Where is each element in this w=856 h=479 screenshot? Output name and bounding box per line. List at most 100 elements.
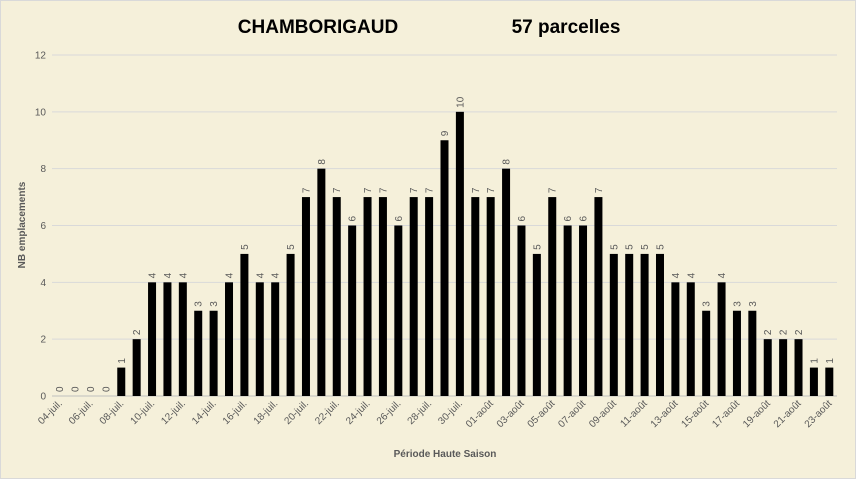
- y-axis-title: NB emplacements: [17, 181, 28, 268]
- x-tick-label: 22-juil.: [313, 398, 342, 427]
- bar: [548, 197, 557, 396]
- data-label: 0: [101, 386, 112, 392]
- data-label: 3: [209, 301, 220, 307]
- data-label: 7: [409, 187, 420, 193]
- data-label: 9: [440, 130, 451, 136]
- data-label: 7: [548, 187, 559, 193]
- bar: [517, 225, 526, 396]
- bar: [655, 253, 664, 396]
- data-label: 4: [178, 272, 189, 278]
- data-label: 6: [579, 216, 590, 222]
- bar: [502, 168, 511, 396]
- bar: [486, 197, 495, 396]
- bar: [286, 253, 295, 396]
- y-tick-label: 0: [40, 392, 46, 403]
- data-label: 7: [594, 187, 605, 193]
- bar: [209, 310, 218, 396]
- bar: [194, 310, 203, 396]
- data-label: 8: [502, 159, 513, 165]
- data-label: 5: [625, 244, 636, 250]
- x-tick-label: 01-août: [464, 398, 496, 430]
- bar: [409, 197, 418, 396]
- data-label: 7: [378, 187, 389, 193]
- x-tick-label: 03-août: [495, 398, 527, 430]
- x-axis-title: Période Haute Saison: [394, 449, 497, 460]
- data-label: 7: [471, 187, 482, 193]
- bar: [271, 282, 280, 396]
- data-label: 5: [640, 244, 651, 250]
- data-label: 7: [363, 187, 374, 193]
- data-label: 10: [455, 96, 466, 108]
- x-tick-label: 06-juil.: [67, 398, 96, 427]
- x-tick-label: 20-juil.: [282, 398, 311, 427]
- data-label: 7: [332, 187, 343, 193]
- data-label: 7: [301, 187, 312, 193]
- y-tick-label: 8: [40, 164, 46, 175]
- bar: [809, 367, 818, 396]
- bar: [779, 339, 788, 396]
- x-tick-label: 14-juil.: [190, 398, 219, 427]
- data-label: 0: [55, 386, 66, 392]
- bar: [363, 197, 372, 396]
- data-label: 5: [286, 244, 297, 250]
- data-label: 6: [517, 216, 528, 222]
- data-label: 5: [240, 244, 251, 250]
- x-tick-label: 11-août: [618, 398, 649, 429]
- y-tick-label: 2: [40, 335, 46, 346]
- data-label: 4: [717, 272, 728, 278]
- bar: [378, 197, 387, 396]
- data-label: 5: [532, 244, 543, 250]
- bar: [594, 197, 603, 396]
- data-label: 6: [348, 216, 359, 222]
- x-tick-label: 18-juil.: [252, 398, 281, 427]
- bar: [702, 310, 711, 396]
- bar: [132, 339, 141, 396]
- data-label: 4: [271, 272, 282, 278]
- chart-subtitle: 57 parcelles: [512, 17, 621, 38]
- data-label: 1: [825, 358, 836, 364]
- data-label: 3: [732, 301, 743, 307]
- bar: [455, 111, 464, 396]
- bar: [625, 253, 634, 396]
- bar: [748, 310, 757, 396]
- x-tick-label: 09-août: [587, 398, 619, 430]
- data-label: 5: [655, 244, 666, 250]
- bar: [532, 253, 541, 396]
- bar: [671, 282, 680, 396]
- x-tick-label: 28-juil.: [406, 398, 435, 427]
- bar: [471, 197, 480, 396]
- x-tick-label: 10-juil.: [129, 398, 158, 427]
- data-label: 4: [163, 272, 174, 278]
- bar: [163, 282, 172, 396]
- bar: [332, 197, 341, 396]
- data-label: 1: [809, 358, 820, 364]
- x-tick-label: 26-juil.: [375, 398, 404, 427]
- bar: [348, 225, 357, 396]
- bar: [148, 282, 157, 396]
- chart-title: CHAMBORIGAUD: [238, 17, 398, 38]
- bar: [117, 367, 126, 396]
- data-label: 1: [117, 358, 128, 364]
- data-label: 8: [317, 159, 328, 165]
- y-tick-label: 4: [40, 278, 46, 289]
- bar: [717, 282, 726, 396]
- x-tick-label: 23-août: [803, 398, 835, 430]
- data-label: 4: [255, 272, 266, 278]
- bar: [425, 197, 434, 396]
- bar: [794, 339, 803, 396]
- y-tick-label: 10: [35, 107, 47, 118]
- x-tick-label: 16-juil.: [221, 398, 250, 427]
- data-label: 2: [132, 329, 143, 335]
- data-label: 4: [225, 272, 236, 278]
- bar: [178, 282, 187, 396]
- bar: [317, 168, 326, 396]
- data-label: 6: [394, 216, 405, 222]
- bar: [225, 282, 234, 396]
- x-tick-label: 12-juil.: [159, 398, 188, 427]
- x-tick-label: 15-août: [680, 398, 712, 430]
- bar: [640, 253, 649, 396]
- data-label: 0: [86, 386, 97, 392]
- bar: [301, 197, 310, 396]
- bar: [825, 367, 834, 396]
